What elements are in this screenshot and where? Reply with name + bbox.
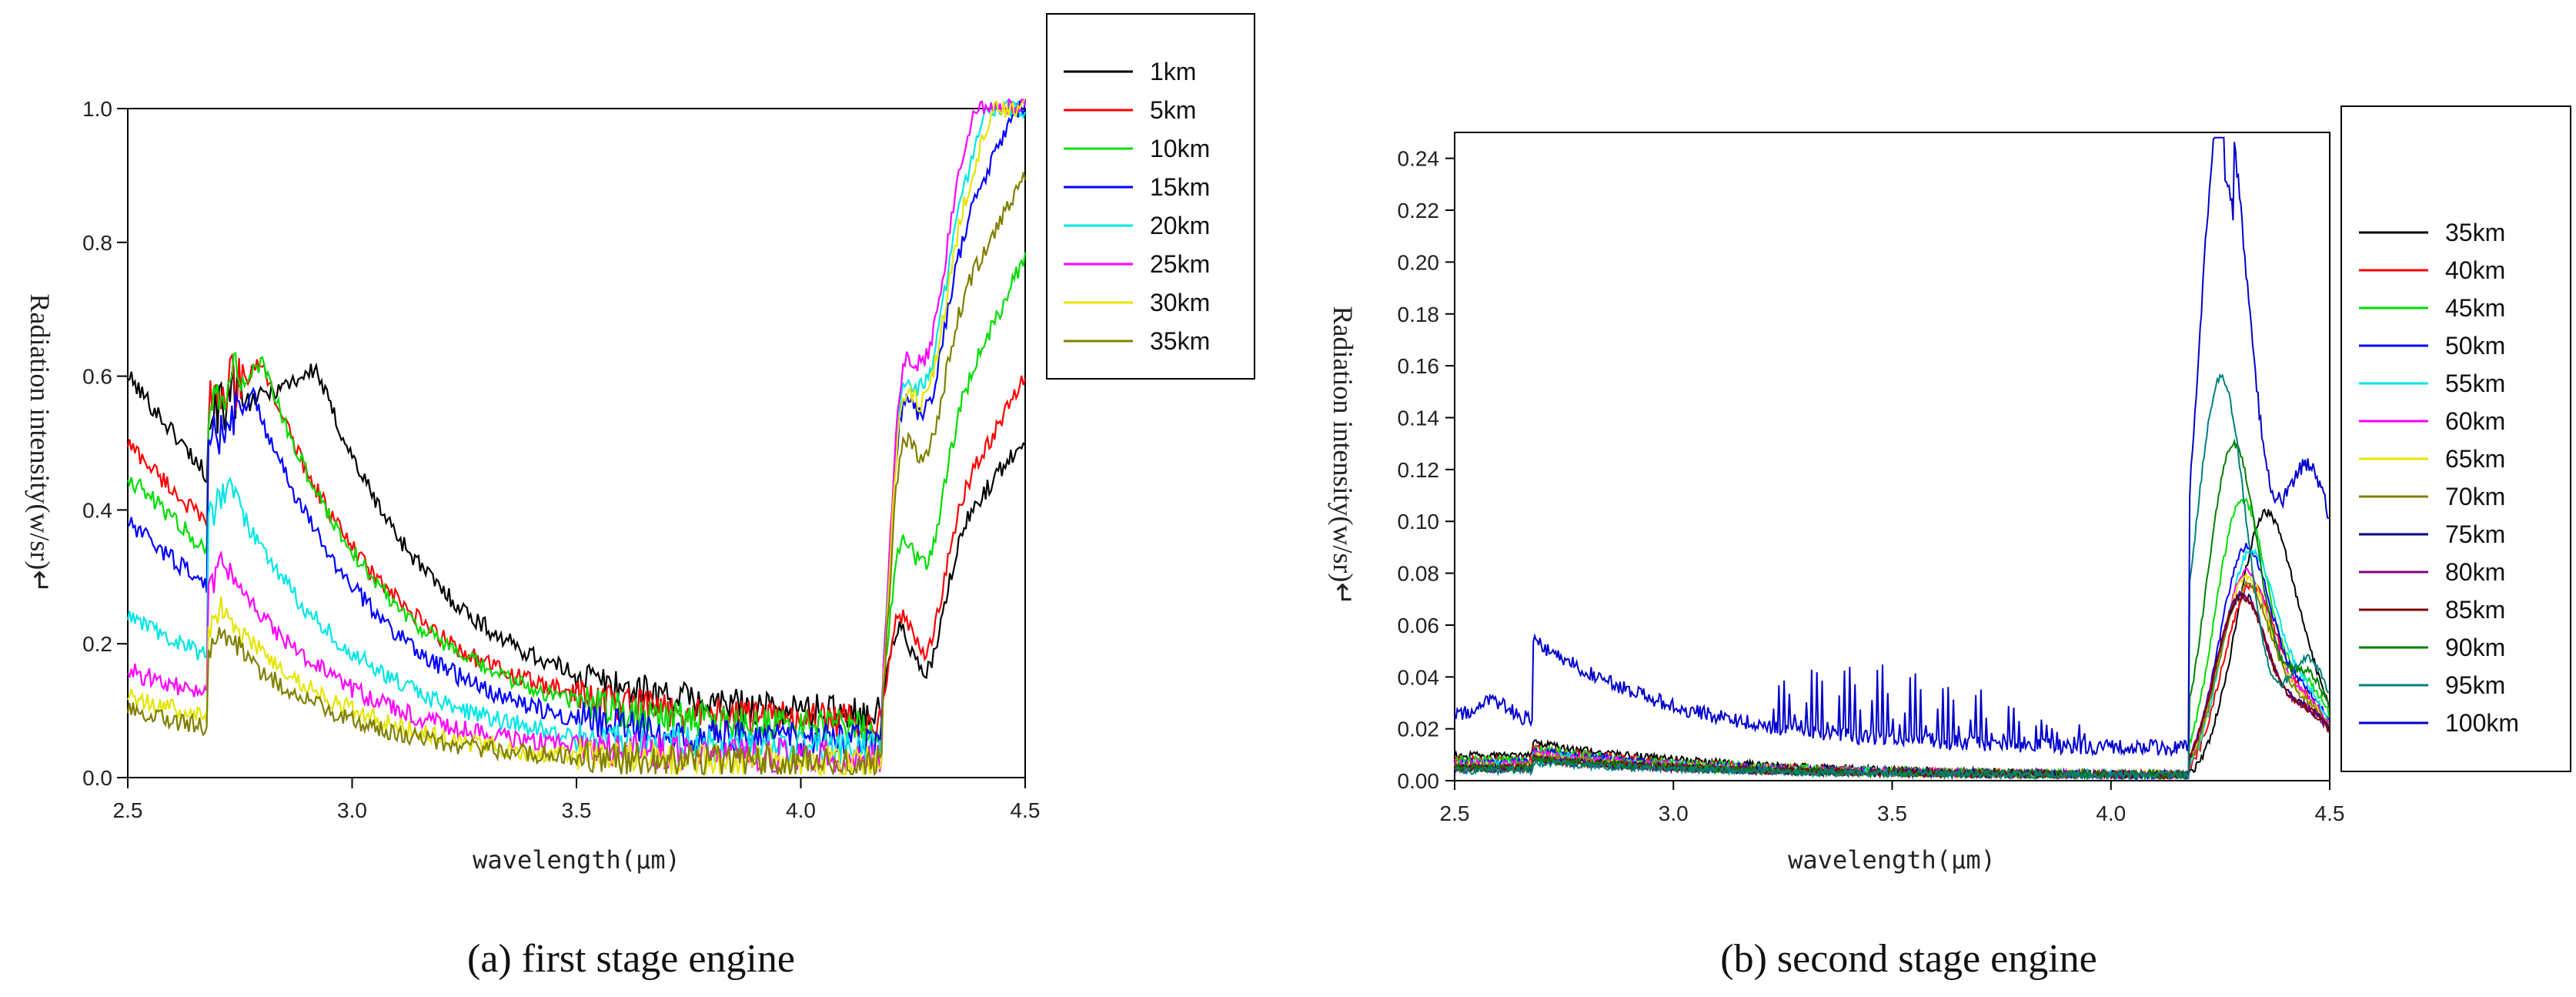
y-tick-label: 0.18 — [1398, 303, 1440, 326]
y-tick-label: 0.6 — [82, 365, 112, 389]
legend-label: 55km — [2445, 370, 2505, 397]
legend-label: 95km — [2445, 671, 2505, 699]
y-tick-label: 0.4 — [82, 498, 112, 522]
caption: (b) second stage engine — [1720, 937, 2097, 981]
x-tick-label: 4.5 — [2315, 801, 2345, 825]
y-tick-label: 0.0 — [82, 766, 112, 790]
y-tick-label: 0.00 — [1398, 769, 1440, 793]
legend-label: 25km — [1150, 250, 1210, 278]
y-tick-label: 0.22 — [1398, 199, 1440, 222]
y-tick-label: 0.12 — [1398, 458, 1440, 482]
series-lines — [126, 98, 1027, 777]
plot-frame — [1454, 132, 2330, 781]
y-tick-label: 0.02 — [1398, 718, 1440, 741]
x-tick-label: 4.5 — [1011, 798, 1041, 822]
y-tick-label: 0.2 — [82, 632, 112, 656]
x-tick-label: 2.5 — [1440, 801, 1470, 825]
series-line-35km — [126, 172, 1027, 777]
y-tick-label: 0.10 — [1398, 510, 1440, 534]
x-axis-label: wavelength(μm) — [1788, 845, 1996, 875]
x-tick-label: 3.5 — [1877, 801, 1907, 825]
legend-label: 60km — [2445, 407, 2505, 435]
legend: 1km 5km 10km 15km 20km 25km 30km 35km — [1064, 58, 1210, 355]
series-line-25km — [127, 98, 1027, 775]
y-tick-label: 0.08 — [1398, 562, 1440, 586]
x-tick-label: 3.0 — [1659, 801, 1689, 825]
legend-label: 40km — [2445, 256, 2505, 284]
legend: 35km 40km 45km 50km 55km 60km 65km 70km 75km 80km… — [2359, 219, 2519, 737]
x-tick-label: 4.0 — [786, 798, 816, 822]
x-tick-label: 3.5 — [562, 798, 592, 822]
legend-label: 65km — [2445, 445, 2505, 473]
series-line-70km — [1454, 580, 2330, 781]
y-tick-label: 0.8 — [82, 231, 112, 255]
y-tick-label: 0.14 — [1398, 406, 1440, 430]
legend-label: 70km — [2445, 483, 2505, 510]
series-line-20km — [126, 99, 1027, 768]
x-axis-ticks: 2.5 3.0 3.5 4.0 4.5 — [113, 778, 1041, 822]
y-axis-ticks: 0.00 0.02 0.04 0.06 0.08 0.10 0.12 0.14 0.16 0.18… — [1398, 147, 1455, 793]
y-axis-label: Radiation intensity(w/sr)↵ — [1328, 306, 1358, 605]
legend-label: 5km — [1150, 96, 1196, 124]
x-tick-label: 2.5 — [113, 798, 143, 822]
legend-label: 85km — [2445, 596, 2505, 624]
legend-label: 35km — [2445, 219, 2505, 246]
y-tick-label: 1.0 — [82, 97, 112, 121]
series-line-30km — [127, 99, 1026, 776]
legend-label: 1km — [1150, 58, 1196, 85]
y-tick-label: 0.06 — [1398, 614, 1440, 637]
x-tick-label: 4.0 — [2096, 801, 2126, 825]
chart-first-stage: 2.5 3.0 3.5 4.0 4.5 0.0 0.2 0.4 0.6 0.8 1.0 wavel… — [25, 13, 1255, 981]
y-axis-label: Radiation intensity(w/sr)↵ — [25, 293, 55, 593]
y-tick-label: 0.04 — [1398, 665, 1440, 689]
x-axis-label: wavelength(μm) — [473, 845, 680, 875]
series-line-100km — [1454, 136, 2330, 758]
series-line-10km — [126, 252, 1027, 745]
legend-label: 30km — [1150, 289, 1210, 316]
x-axis-ticks: 2.5 3.0 3.5 4.0 4.5 — [1440, 781, 2345, 825]
series-line-95km — [1454, 373, 2330, 781]
legend-box — [1046, 13, 1255, 380]
chart-second-stage: 2.5 3.0 3.5 4.0 4.5 0.00 0.02 0.04 0.06 0.08 0.10… — [1328, 105, 2571, 981]
y-tick-label: 0.16 — [1398, 354, 1440, 378]
y-axis-ticks: 0.0 0.2 0.4 0.6 0.8 1.0 — [82, 97, 128, 790]
legend-label: 35km — [1150, 327, 1210, 355]
series-line-15km — [127, 99, 1027, 761]
legend-label: 45km — [2445, 294, 2505, 322]
legend-label: 75km — [2445, 520, 2505, 548]
legend-label: 20km — [1150, 212, 1210, 239]
legend-label: 10km — [1150, 135, 1210, 162]
x-tick-label: 3.0 — [337, 798, 367, 822]
legend-label: 90km — [2445, 634, 2505, 661]
legend-box — [2340, 105, 2571, 772]
y-tick-label: 0.24 — [1398, 147, 1440, 171]
legend-label: 80km — [2445, 558, 2505, 586]
legend-label: 50km — [2445, 332, 2505, 360]
caption: (a) first stage engine — [467, 937, 795, 981]
y-tick-label: 0.20 — [1398, 250, 1440, 274]
legend-label: 100km — [2445, 709, 2519, 737]
legend-label: 15km — [1150, 173, 1210, 201]
series-lines — [1454, 136, 2330, 781]
